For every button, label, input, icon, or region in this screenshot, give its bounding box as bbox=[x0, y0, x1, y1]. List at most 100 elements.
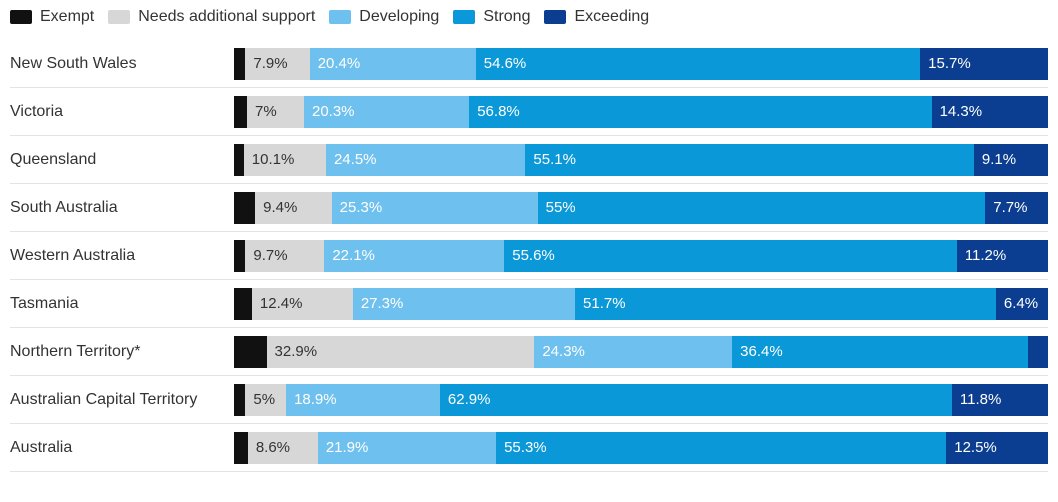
stacked-bar: 9.7% 22.1% 55.6% 11.2% bbox=[234, 240, 1048, 272]
bar-segment-developing: 24.5% bbox=[326, 144, 525, 176]
bar-segment-developing: 18.9% bbox=[286, 384, 440, 416]
bar-segment-value: 8.6% bbox=[256, 439, 290, 456]
chart-row: New South Wales 7.9% 20.4% 54.6% 15.7% bbox=[10, 40, 1048, 88]
legend-item-exempt: Exempt bbox=[10, 8, 94, 26]
stacked-bar: 12.4% 27.3% 51.7% 6.4% bbox=[234, 288, 1048, 320]
bar-segment-value: 18.9% bbox=[294, 391, 337, 408]
bar-segment-value: 55.6% bbox=[512, 247, 555, 264]
bar-segment-developing: 27.3% bbox=[353, 288, 575, 320]
bar-segment-exceeding: 7.7% bbox=[985, 192, 1048, 224]
bar-segment-exempt bbox=[234, 144, 244, 176]
bar-segment-value: 51.7% bbox=[583, 295, 626, 312]
bar-segment-value: 62.9% bbox=[448, 391, 491, 408]
bar-segment-value: 14.3% bbox=[940, 103, 983, 120]
chart-rows: New South Wales 7.9% 20.4% 54.6% 15.7% Victor… bbox=[10, 40, 1048, 472]
bar-segment-value: 56.8% bbox=[477, 103, 520, 120]
bar-segment-exceeding: 9.1% bbox=[974, 144, 1048, 176]
bar-segment-strong: 62.9% bbox=[440, 384, 952, 416]
bar-segment-exempt bbox=[234, 336, 267, 368]
legend-item-strong: Strong bbox=[453, 8, 530, 26]
bar-segment-developing: 20.4% bbox=[310, 48, 476, 80]
bar-segment-value: 5% bbox=[253, 391, 275, 408]
bar-segment-value: 10.1% bbox=[252, 151, 295, 168]
chart-row: Queensland10.1%24.5%55.1%9.1% bbox=[10, 136, 1048, 184]
bar-segment-needs: 9.7% bbox=[245, 240, 324, 272]
bar-segment-strong: 56.8% bbox=[469, 96, 931, 128]
bar-segment-developing: 25.3% bbox=[332, 192, 538, 224]
bar-segment-value: 55% bbox=[546, 199, 576, 216]
legend-item-needs: Needs additional support bbox=[108, 8, 315, 26]
legend-item-exceeding: Exceeding bbox=[544, 8, 649, 26]
legend-swatch-strong bbox=[453, 10, 475, 24]
chart-row: Tasmania 12.4% 27.3% 51.7% 6.4% bbox=[10, 280, 1048, 328]
stacked-bar: 7.9% 20.4% 54.6% 15.7% bbox=[234, 48, 1048, 80]
bar-segment-value: 15.7% bbox=[928, 55, 971, 72]
legend-label: Developing bbox=[359, 8, 439, 26]
stacked-bar: 32.9% 24.3% 36.4% bbox=[234, 336, 1048, 368]
stacked-bar: 10.1% 24.5% 55.1% 9.1% bbox=[234, 144, 1048, 176]
bar-segment-value: 11.2% bbox=[965, 247, 1006, 264]
row-label: Australia bbox=[10, 439, 234, 457]
chart-row: South Australia 9.4% 25.3% 55% 7.7% bbox=[10, 184, 1048, 232]
bar-segment-value: 7% bbox=[255, 103, 277, 120]
bar-segment-exceeding: 12.5% bbox=[946, 432, 1048, 464]
row-label: Tasmania bbox=[10, 295, 234, 313]
bar-segment-value: 25.3% bbox=[340, 199, 383, 216]
chart-row: Australia 8.6% 21.9% 55.3% 12.5% bbox=[10, 424, 1048, 472]
bar-segment-strong: 55.3% bbox=[496, 432, 946, 464]
chart-row: Victoria 7% 20.3% 56.8% 14.3% bbox=[10, 88, 1048, 136]
bar-segment-value: 20.4% bbox=[318, 55, 361, 72]
bar-segment-value: 24.3% bbox=[542, 343, 585, 360]
bar-segment-developing: 24.3% bbox=[534, 336, 732, 368]
bar-segment-developing: 21.9% bbox=[318, 432, 496, 464]
bar-segment-needs: 9.4% bbox=[255, 192, 332, 224]
chart-row: Northern Territory*32.9%24.3%36.4% bbox=[10, 328, 1048, 376]
bar-segment-value: 9.4% bbox=[263, 199, 297, 216]
bar-segment-exempt bbox=[234, 288, 252, 320]
bar-segment-value: 6.4% bbox=[1004, 295, 1038, 312]
bar-segment-strong: 55.1% bbox=[525, 144, 974, 176]
bar-segment-value: 54.6% bbox=[484, 55, 527, 72]
bar-segment-exempt bbox=[234, 192, 255, 224]
bar-segment-value: 55.3% bbox=[504, 439, 547, 456]
bar-segment-developing: 22.1% bbox=[324, 240, 504, 272]
legend-label: Needs additional support bbox=[138, 8, 315, 26]
bar-segment-needs: 7.9% bbox=[245, 48, 309, 80]
bar-segment-value: 24.5% bbox=[334, 151, 377, 168]
bar-segment-needs: 32.9% bbox=[267, 336, 535, 368]
bar-segment-value: 9.1% bbox=[982, 151, 1016, 168]
bar-segment-value: 9.7% bbox=[253, 247, 287, 264]
bar-segment-value: 21.9% bbox=[326, 439, 369, 456]
bar-segment-needs: 10.1% bbox=[244, 144, 326, 176]
bar-segment-exempt bbox=[234, 384, 245, 416]
legend-swatch-exempt bbox=[10, 10, 32, 24]
bar-segment-strong: 36.4% bbox=[732, 336, 1028, 368]
row-label: Victoria bbox=[10, 103, 234, 121]
stacked-bar: 5% 18.9% 62.9% 11.8% bbox=[234, 384, 1048, 416]
bar-segment-value: 12.5% bbox=[954, 439, 997, 456]
legend: Exempt Needs additional support Developing… bbox=[10, 8, 1048, 26]
bar-segment-developing: 20.3% bbox=[304, 96, 469, 128]
bar-segment-strong: 55% bbox=[538, 192, 986, 224]
bar-segment-needs: 12.4% bbox=[252, 288, 353, 320]
bar-segment-needs: 8.6% bbox=[248, 432, 318, 464]
row-label: Australian Capital Territory bbox=[10, 391, 234, 409]
legend-swatch-developing bbox=[329, 10, 351, 24]
bar-segment-value: 55.1% bbox=[533, 151, 576, 168]
bar-segment-value: 7.9% bbox=[253, 55, 287, 72]
bar-segment-value: 27.3% bbox=[361, 295, 404, 312]
bar-segment-strong: 55.6% bbox=[504, 240, 957, 272]
bar-segment-exceeding: 15.7% bbox=[920, 48, 1048, 80]
bar-segment-value: 20.3% bbox=[312, 103, 355, 120]
row-label: South Australia bbox=[10, 199, 234, 217]
bar-segment-exceeding bbox=[1028, 336, 1048, 368]
bar-segment-exempt bbox=[234, 432, 248, 464]
bar-segment-exceeding: 11.8% bbox=[952, 384, 1048, 416]
bar-segment-exceeding: 6.4% bbox=[996, 288, 1048, 320]
chart-row: Australian Capital Territory 5% 18.9% 62.9%… bbox=[10, 376, 1048, 424]
row-label: New South Wales bbox=[10, 55, 234, 73]
bar-segment-needs: 5% bbox=[245, 384, 286, 416]
bar-segment-needs: 7% bbox=[247, 96, 304, 128]
legend-label: Strong bbox=[483, 8, 530, 26]
legend-label: Exceeding bbox=[574, 8, 649, 26]
